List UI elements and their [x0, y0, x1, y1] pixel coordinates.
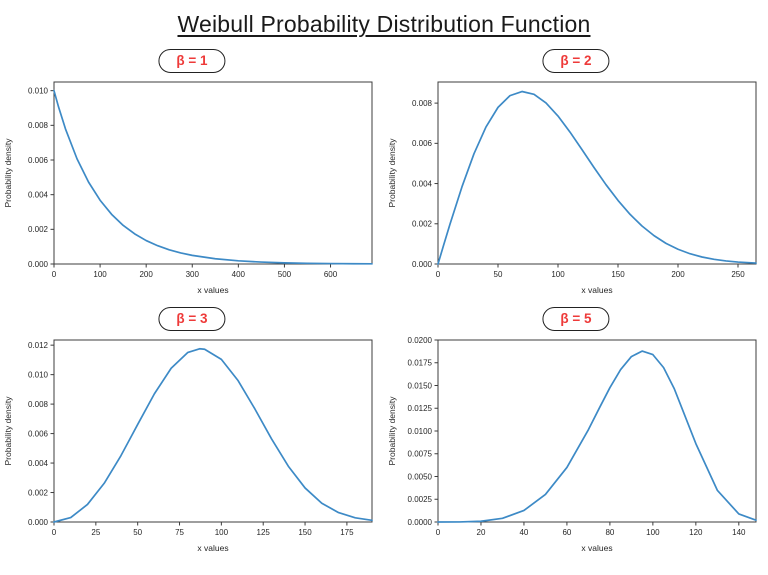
y-tick-label: 0.0100 [408, 427, 433, 436]
x-tick-label: 175 [340, 528, 354, 537]
y-tick-label: 0.010 [28, 86, 49, 95]
y-tick-label: 0.000 [412, 260, 433, 269]
x-tick-label: 120 [689, 528, 703, 537]
y-tick-label: 0.0000 [408, 518, 433, 527]
y-tick-label: 0.0075 [408, 450, 433, 459]
title-row: Weibull Probability Distribution Functio… [0, 0, 768, 48]
y-tick-label: 0.000 [28, 260, 49, 269]
subplot-beta-1: β = 1 0 100 200 300 400 500 600 0.000 0.002 0.004… [0, 48, 384, 306]
beta-2-label-box: β = 2 [542, 49, 610, 73]
x-tick-label: 200 [671, 270, 685, 279]
x-tick-label: 100 [551, 270, 565, 279]
beta-5-label: β = 5 [560, 311, 592, 326]
weibull-pdf-curve [437, 90, 757, 265]
x-axis-label: x values [581, 543, 612, 553]
axes-spines [437, 81, 757, 265]
weibull-chart-beta-3: 0 25 50 75 100 125 150 175 0.000 0.002 0.004 0.006 0… [3, 339, 373, 553]
y-tick-label: 0.002 [28, 488, 49, 497]
y-tick-label: 0.0125 [408, 404, 433, 413]
y-tick-label: 0.008 [28, 400, 49, 409]
x-tick-label: 150 [611, 270, 625, 279]
y-tick-label: 0.006 [28, 156, 49, 165]
beta-2-label: β = 2 [560, 53, 592, 68]
x-tick-label: 300 [186, 270, 200, 279]
weibull-pdf-curve [53, 347, 373, 523]
x-tick-label: 100 [646, 528, 660, 537]
beta-3-label: β = 3 [176, 311, 208, 326]
y-tick-label: 0.006 [412, 139, 433, 148]
beta-5-label-box: β = 5 [542, 307, 610, 331]
x-tick-label: 50 [133, 528, 142, 537]
x-tick-label: 50 [494, 270, 503, 279]
weibull-chart-beta-1: 0 100 200 300 400 500 600 0.000 0.002 0.004 0.006 0… [3, 81, 373, 295]
y-tick-label: 0.006 [28, 429, 49, 438]
x-tick-label: 75 [175, 528, 184, 537]
subplot-beta-2: β = 2 0 50 100 150 200 250 0.000 0.002 0.004 0.00… [384, 48, 768, 306]
beta-1-label: β = 1 [176, 53, 208, 68]
y-tick-label: 0.002 [28, 225, 49, 234]
x-tick-label: 600 [324, 270, 338, 279]
y-tick-label: 0.004 [28, 459, 49, 468]
x-tick-label: 100 [93, 270, 107, 279]
y-axis-label: Probability density [3, 396, 13, 466]
beta-1-label-box: β = 1 [158, 49, 226, 73]
y-tick-label: 0.012 [28, 341, 49, 350]
y-tick-label: 0.008 [412, 99, 433, 108]
weibull-pdf-curve [53, 89, 373, 265]
x-tick-label: 80 [605, 528, 614, 537]
x-tick-label: 40 [519, 528, 528, 537]
y-tick-label: 0.0200 [408, 336, 433, 345]
axes-spines [437, 339, 757, 523]
beta-3-label-box: β = 3 [158, 307, 226, 331]
x-tick-label: 0 [436, 270, 441, 279]
subplot-beta-3: β = 3 0 25 50 75 100 125 150 175 0.000 0.002 0.004… [0, 306, 384, 564]
y-tick-label: 0.008 [28, 121, 49, 130]
weibull-pdf-curve [437, 350, 757, 523]
x-tick-label: 400 [232, 270, 246, 279]
y-axis-label: Probability density [3, 138, 13, 208]
subplot-grid: β = 1 0 100 200 300 400 500 600 0.000 0.002 0.004… [0, 48, 768, 564]
page-title: Weibull Probability Distribution Functio… [177, 10, 591, 37]
axes-spines [53, 81, 373, 265]
x-tick-label: 60 [562, 528, 571, 537]
y-axis-label: Probability density [387, 138, 397, 208]
x-tick-label: 150 [298, 528, 312, 537]
y-axis-label: Probability density [387, 396, 397, 466]
x-tick-label: 140 [732, 528, 746, 537]
y-tick-label: 0.004 [28, 190, 49, 199]
x-tick-label: 125 [257, 528, 271, 537]
axes-spines [53, 339, 373, 523]
subplot-beta-5: β = 5 0 20 40 60 80 100 120 140 0.0000 0.0025 0.00… [384, 306, 768, 564]
y-tick-label: 0.0025 [408, 495, 433, 504]
x-axis-label: x values [197, 285, 228, 295]
x-tick-label: 500 [278, 270, 292, 279]
x-tick-label: 25 [91, 528, 100, 537]
y-tick-label: 0.004 [412, 179, 433, 188]
x-tick-label: 100 [215, 528, 229, 537]
x-tick-label: 0 [52, 270, 57, 279]
weibull-chart-beta-2: 0 50 100 150 200 250 0.000 0.002 0.004 0.006 0.008… [387, 81, 757, 295]
x-axis-label: x values [581, 285, 612, 295]
y-tick-label: 0.0050 [408, 472, 433, 481]
x-tick-label: 0 [52, 528, 57, 537]
y-tick-label: 0.010 [28, 370, 49, 379]
y-tick-label: 0.0175 [408, 359, 433, 368]
weibull-chart-beta-5: 0 20 40 60 80 100 120 140 0.0000 0.0025 0.0050 0.00… [387, 336, 757, 553]
x-axis-label: x values [197, 543, 228, 553]
y-tick-label: 0.0150 [408, 381, 433, 390]
x-tick-label: 20 [477, 528, 486, 537]
x-tick-label: 200 [139, 270, 153, 279]
x-tick-label: 250 [731, 270, 745, 279]
y-tick-label: 0.002 [412, 220, 433, 229]
y-tick-label: 0.000 [28, 518, 49, 527]
x-tick-label: 0 [436, 528, 441, 537]
